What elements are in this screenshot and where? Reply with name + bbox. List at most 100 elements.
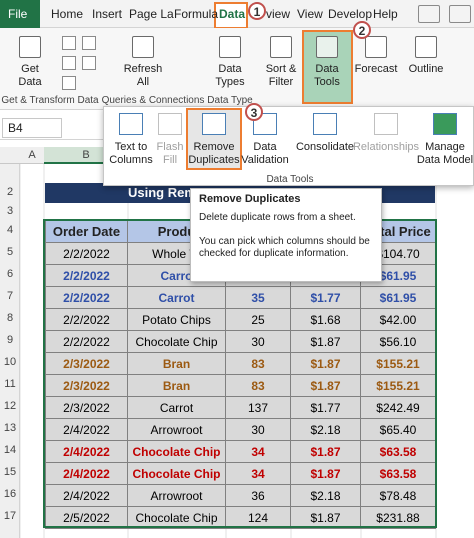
panel-button-label[interactable]: Remove (193, 141, 235, 153)
ribbon-tab[interactable]: view (266, 7, 291, 21)
ribbon-small-icon[interactable] (62, 36, 76, 50)
panel-button-label[interactable]: Duplicates (188, 154, 240, 166)
panel-icon[interactable] (119, 113, 143, 135)
table-cell: $65.40 (360, 418, 436, 441)
table-cell: $1.87 (290, 352, 361, 375)
table-cell: 2/3/2022 (45, 396, 128, 419)
table-cell: $242.49 (360, 396, 436, 419)
ribbon-tab[interactable]: Data (219, 7, 246, 21)
ribbon-button-label[interactable]: Forecast (354, 63, 398, 75)
table-cell: Chocolate Chip (127, 506, 226, 529)
ribbon-tab[interactable]: Insert (92, 7, 123, 21)
callout-number: 3 (245, 103, 263, 121)
ribbon-icon (19, 36, 41, 58)
panel-button-label[interactable]: Data (253, 141, 277, 153)
ribbon-small-icon[interactable] (82, 36, 96, 50)
file-tab-bg (0, 0, 40, 28)
ribbon-button-label[interactable]: Outline (408, 63, 444, 75)
row-number: 2 (6, 186, 14, 198)
table-cell: 2/2/2022 (45, 330, 128, 353)
ribbon-small-icon[interactable] (62, 56, 76, 70)
name-box-text: B4 (8, 121, 23, 135)
ribbon-icon (415, 36, 437, 58)
panel-button-label[interactable]: Flash (156, 141, 184, 153)
ribbon-button-label[interactable]: Refresh (123, 63, 163, 75)
ribbon-tab[interactable]: File (8, 7, 28, 21)
panel-icon[interactable] (313, 113, 337, 135)
ribbon-button-label[interactable]: All (136, 76, 150, 88)
ribbon-small-icon[interactable] (82, 56, 96, 70)
row-number: 6 (6, 268, 14, 280)
ribbon-button-label[interactable]: Data (315, 63, 339, 75)
row-number: 8 (6, 312, 14, 324)
table-cell: 124 (225, 506, 291, 529)
table-cell: $42.00 (360, 308, 436, 331)
table-cell: Chocolate Chip (127, 462, 226, 485)
panel-button-label[interactable]: Columns (109, 154, 153, 166)
panel-button-label[interactable]: Data Model (416, 154, 474, 166)
table-cell: Arrowroot (127, 418, 226, 441)
table-cell: $155.21 (360, 352, 436, 375)
row-number: 12 (3, 400, 17, 412)
panel-label: Data Tools (266, 174, 314, 185)
ribbon-button-label[interactable]: Types (215, 76, 245, 88)
ribbon-icon (219, 36, 241, 58)
ribbon-tab[interactable]: Home (51, 7, 84, 21)
ribbon-button-label[interactable]: Sort & (265, 63, 297, 75)
table-cell: 2/2/2022 (45, 308, 128, 331)
panel-button-label[interactable]: Text to (114, 141, 148, 153)
panel-icon[interactable] (433, 113, 457, 135)
callout-number: 2 (353, 21, 371, 39)
ribbon-group-label: Queries & Connections (101, 95, 205, 106)
ribbon-icon (270, 36, 292, 58)
panel-icon[interactable] (202, 113, 226, 135)
ribbon-small-icon[interactable] (62, 76, 76, 90)
panel-button-label[interactable]: Validation (241, 154, 289, 166)
table-cell: $1.87 (290, 506, 361, 529)
table-cell: $1.87 (290, 374, 361, 397)
ribbon-group-label: Get & Transform Data (1, 95, 99, 106)
column-header: A (28, 149, 36, 161)
table-cell: 2/4/2022 (45, 484, 128, 507)
ribbon-tab[interactable]: View (297, 7, 323, 21)
sheet-title: Using Rem (128, 185, 196, 200)
tooltip-line: Delete duplicate rows from a sheet. (199, 212, 356, 223)
ribbon-button-label[interactable]: Tools (314, 76, 340, 88)
column-header: B (82, 149, 90, 161)
ribbon-tab[interactable]: Help (373, 7, 398, 21)
ribbon-button-label[interactable]: Filter (268, 76, 294, 88)
panel-button-label[interactable]: Consolidate (295, 141, 355, 153)
panel-icon[interactable] (374, 113, 398, 135)
table-cell: 34 (225, 462, 291, 485)
ribbon-icon (132, 36, 154, 58)
table-cell: $78.48 (360, 484, 436, 507)
panel-button-label[interactable]: Relationships (352, 141, 420, 153)
ribbon-tab[interactable]: Formula (174, 7, 219, 21)
comment-icon[interactable] (418, 5, 440, 23)
row-number: 10 (3, 356, 17, 368)
row-number: 3 (6, 204, 14, 217)
table-cell: 30 (225, 330, 291, 353)
share-icon[interactable] (449, 5, 471, 23)
ribbon-button-label[interactable]: Data (18, 76, 42, 88)
table-cell: 2/4/2022 (45, 440, 128, 463)
ribbon-tab[interactable]: Page La (129, 7, 174, 21)
ribbon-button-label[interactable]: Get (21, 63, 39, 75)
panel-button-label[interactable]: Fill (162, 154, 178, 166)
row-number: 15 (3, 466, 17, 478)
row-number: 14 (3, 444, 17, 456)
tooltip (190, 188, 382, 282)
tooltip-line: You can pick which columns should be che… (199, 236, 370, 259)
table-cell: $63.58 (360, 462, 436, 485)
row-number: 11 (4, 378, 16, 390)
ribbon-button-label[interactable]: Data (218, 63, 242, 75)
ribbon-tab[interactable]: Develop (328, 7, 373, 21)
name-box[interactable] (2, 118, 62, 138)
panel-icon[interactable] (158, 113, 182, 135)
panel-button-label[interactable]: Manage (425, 141, 465, 153)
table-cell: $2.18 (290, 484, 361, 507)
table-cell: $2.18 (290, 418, 361, 441)
row-number: 16 (3, 488, 17, 500)
